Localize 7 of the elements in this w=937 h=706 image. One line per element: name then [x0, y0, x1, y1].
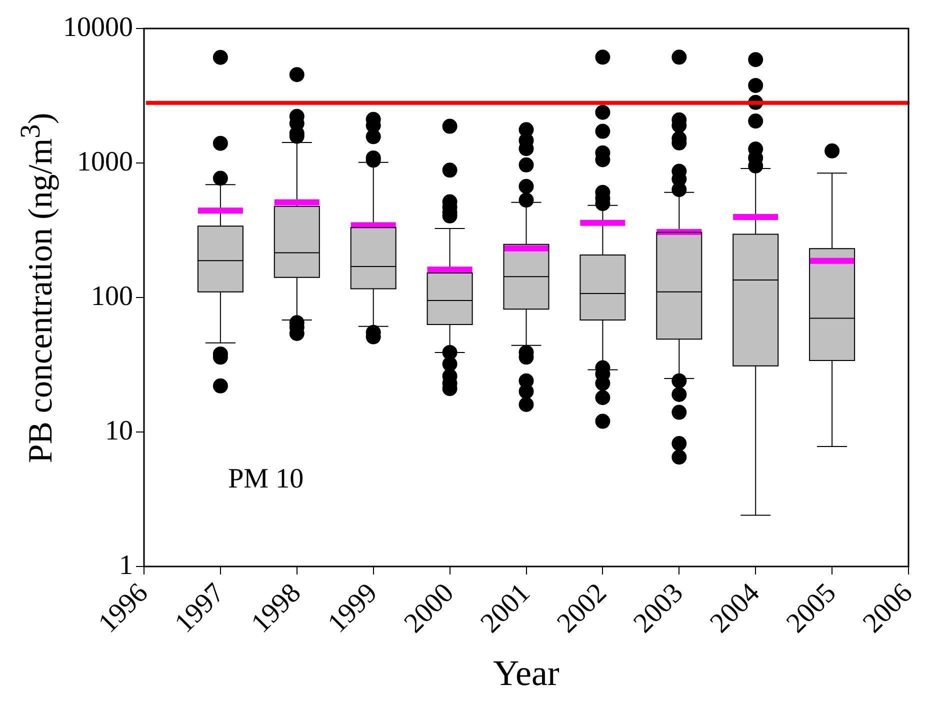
y-tick-label: 1000 — [77, 146, 133, 178]
y-tick-label: 10 — [105, 415, 133, 446]
y-tick-label: 10000 — [63, 12, 133, 43]
annotation: PM 10 — [228, 464, 304, 495]
y-tick-label: 1 — [119, 550, 133, 581]
y-tick-label: 100 — [91, 280, 133, 312]
x-axis-title: Year — [493, 652, 560, 693]
